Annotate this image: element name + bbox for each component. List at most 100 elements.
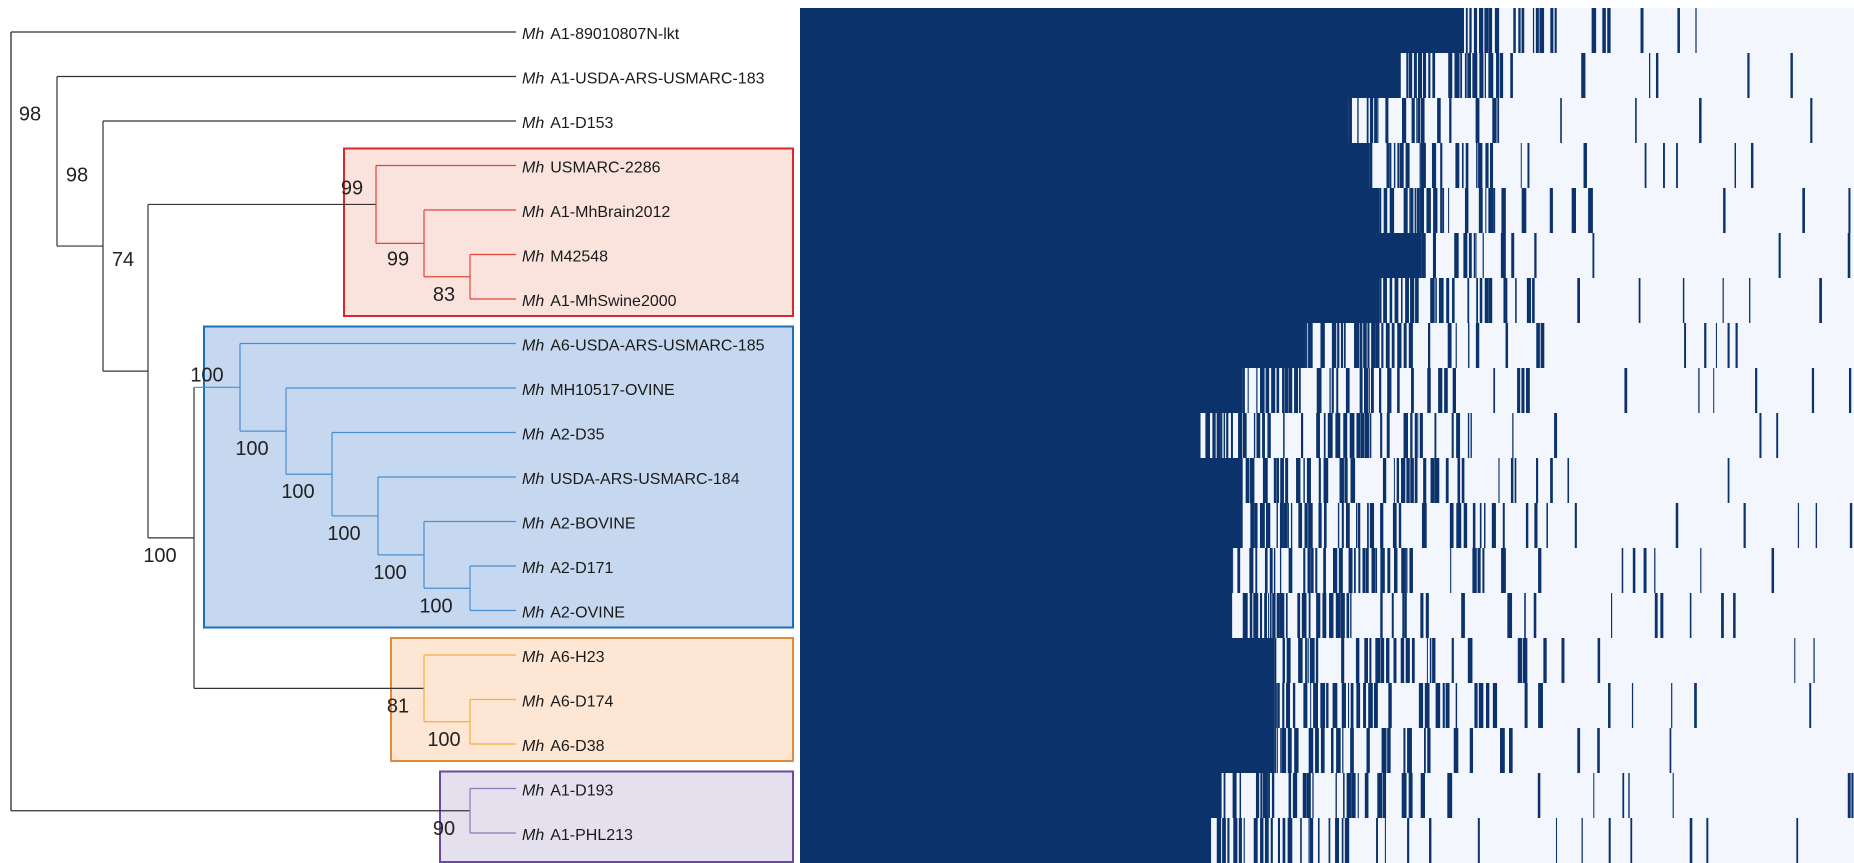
taxon-genus-prefix: Mh — [522, 338, 544, 355]
heatmap-cell — [1294, 368, 1299, 413]
heatmap-cell — [1310, 683, 1312, 728]
heatmap-cell — [1340, 593, 1345, 638]
taxon-label: Mh A1-D193 — [522, 783, 613, 800]
heatmap-cell — [1771, 548, 1775, 593]
heatmap-cell — [1279, 593, 1285, 638]
heatmap-cell — [1588, 188, 1593, 233]
heatmap-cell — [1734, 143, 1736, 188]
heatmap-cell — [1373, 683, 1378, 728]
taxon-label: Mh USMARC-2286 — [522, 160, 661, 177]
heatmap-cell — [1401, 458, 1406, 503]
taxon-genus-prefix: Mh — [522, 738, 544, 755]
heatmap-cell — [1498, 458, 1500, 503]
heatmap-cell — [1475, 98, 1480, 143]
heatmap-row-solid — [800, 593, 1233, 638]
heatmap-cell — [1849, 503, 1853, 548]
heatmap-cell — [1316, 368, 1322, 413]
heatmap-cell — [1253, 818, 1258, 863]
heatmap-cell — [1417, 98, 1421, 143]
heatmap-cell — [1535, 8, 1539, 53]
heatmap-cell — [1358, 548, 1361, 593]
heatmap-cell — [1461, 458, 1465, 503]
heatmap-row-solid — [800, 503, 1243, 548]
heatmap-cell — [1320, 323, 1325, 368]
heatmap-cell — [1309, 818, 1314, 863]
heatmap-cell — [1423, 458, 1427, 503]
heatmap-cell — [1463, 233, 1468, 278]
heatmap-cell — [1464, 53, 1467, 98]
heatmap-cell — [1264, 548, 1268, 593]
heatmap-cell — [1536, 323, 1540, 368]
heatmap-cell — [1457, 458, 1461, 503]
taxon-label: Mh A1-MhBrain2012 — [522, 204, 670, 221]
bootstrap-value-root_inner: 98 — [19, 104, 41, 126]
heatmap-cell — [1400, 638, 1405, 683]
heatmap-cell — [1819, 278, 1822, 323]
heatmap-cell — [1242, 593, 1248, 638]
clade-box-orange — [390, 637, 794, 762]
heatmap-cell — [1428, 53, 1431, 98]
heatmap-cell — [1592, 233, 1595, 278]
heatmap-cell — [1318, 458, 1321, 503]
heatmap-cell — [1743, 503, 1746, 548]
taxon-genus-prefix: Mh — [522, 249, 544, 266]
heatmap-cell — [1602, 8, 1606, 53]
heatmap-cell — [1237, 548, 1241, 593]
clade-box-purple — [439, 770, 794, 863]
heatmap-cell — [1469, 728, 1474, 773]
heatmap-row-solid — [800, 818, 1212, 863]
heatmap-cell — [1527, 143, 1530, 188]
heatmap-cell — [1287, 818, 1293, 863]
heatmap-cell — [1413, 53, 1417, 98]
heatmap-cell — [1815, 503, 1818, 548]
heatmap-cell — [1371, 323, 1376, 368]
heatmap-cell — [1345, 503, 1350, 548]
heatmap-cell — [1398, 503, 1402, 548]
heatmap-cell — [1359, 368, 1363, 413]
heatmap-cell — [1759, 413, 1762, 458]
heatmap-cell — [1267, 413, 1271, 458]
heatmap-cell — [1560, 98, 1562, 143]
heatmap-cell — [1478, 143, 1483, 188]
heatmap-cell — [1323, 548, 1326, 593]
heatmap-cell — [1476, 278, 1479, 323]
heatmap-cell — [1304, 503, 1308, 548]
heatmap-cell — [1475, 233, 1477, 278]
heatmap-cell — [1300, 818, 1302, 863]
heatmap-cell — [1485, 143, 1489, 188]
heatmap-row-solid — [800, 728, 1275, 773]
heatmap-cell — [1485, 188, 1487, 233]
heatmap-cell — [1345, 368, 1350, 413]
heatmap-cell — [1374, 98, 1378, 143]
heatmap-cell — [1468, 233, 1472, 278]
heatmap-cell — [1269, 548, 1273, 593]
heatmap-cell — [1337, 323, 1340, 368]
heatmap-cell — [1383, 188, 1388, 233]
heatmap-cell — [1809, 683, 1812, 728]
heatmap-cell — [1404, 593, 1407, 638]
heatmap-cell — [1755, 368, 1758, 413]
heatmap-cell — [1339, 458, 1344, 503]
heatmap-cell — [1643, 548, 1647, 593]
heatmap-cell — [1268, 773, 1270, 818]
heatmap-cell — [1369, 503, 1375, 548]
heatmap-cell — [1274, 638, 1277, 683]
heatmap-cell — [1511, 233, 1515, 278]
heatmap-cell — [1357, 98, 1359, 143]
heatmap-cell — [1479, 278, 1483, 323]
heatmap-cell — [1382, 773, 1387, 818]
heatmap-cell — [1279, 503, 1283, 548]
heatmap-cell — [1540, 323, 1545, 368]
heatmap-cell — [1430, 278, 1435, 323]
heatmap-cell — [1655, 53, 1659, 98]
heatmap-row-solid — [800, 773, 1222, 818]
taxon-label: Mh A2-D171 — [522, 560, 613, 577]
heatmap-cell — [1410, 413, 1413, 458]
taxon-label: Mh A1-PHL213 — [522, 827, 633, 844]
heatmap-cell — [1367, 503, 1369, 548]
heatmap-cell — [1444, 368, 1448, 413]
heatmap-cell — [1402, 593, 1405, 638]
heatmap-cell — [1438, 368, 1443, 413]
taxon-label: Mh A1-89010807N-lkt — [522, 26, 680, 43]
heatmap-cell — [1401, 98, 1407, 143]
